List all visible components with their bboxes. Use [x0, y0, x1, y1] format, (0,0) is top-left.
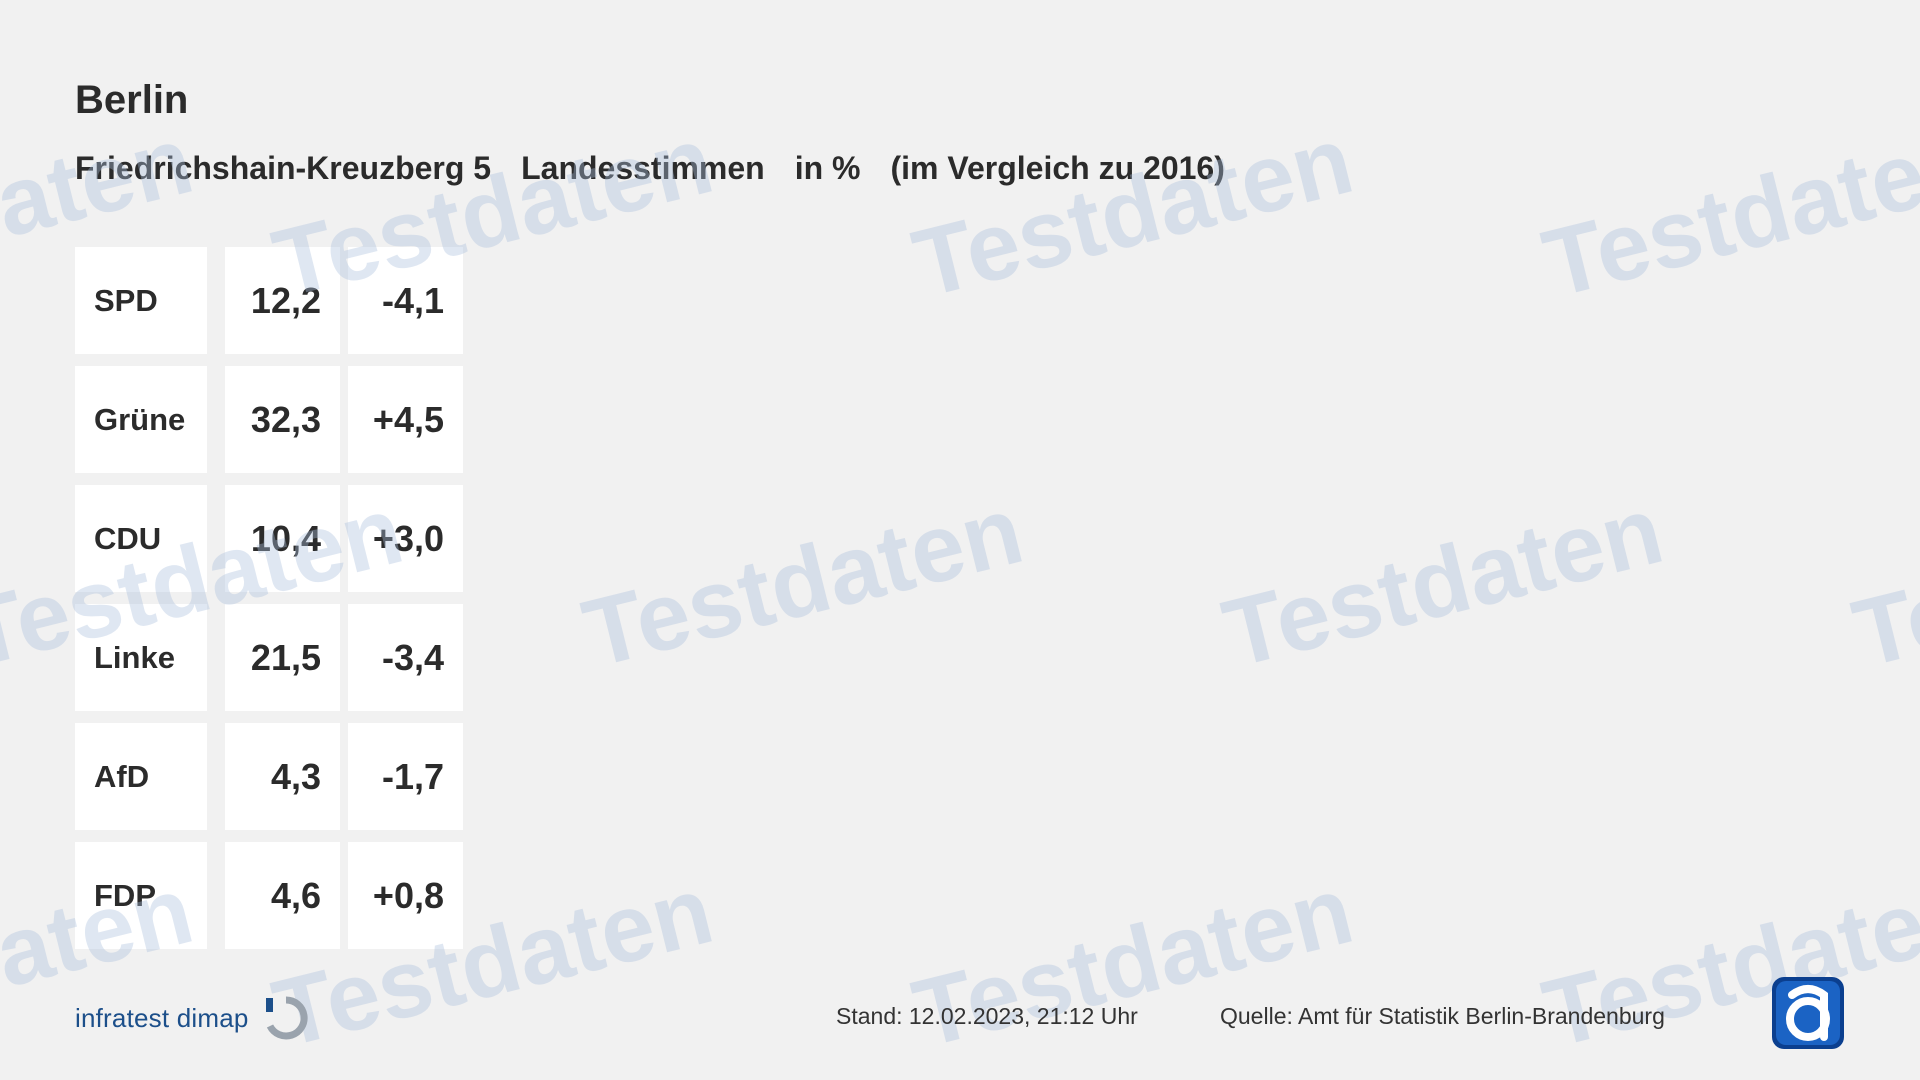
- diff-cell: -1,7: [348, 723, 463, 830]
- diff-cell: +4,5: [348, 366, 463, 473]
- value-cell: 4,6: [225, 842, 340, 949]
- infratest-dimap-logo-icon: [263, 995, 309, 1041]
- stand-timestamp: Stand: 12.02.2023, 21:12 Uhr: [836, 1003, 1138, 1029]
- watermark-text: Testdaten: [903, 106, 1363, 319]
- unit-label: in %: [794, 150, 861, 186]
- table-row: FDP 4,6 +0,8: [75, 842, 463, 949]
- party-cell: AfD: [75, 723, 207, 830]
- party-cell: SPD: [75, 247, 207, 354]
- source-label: Quelle: Amt für Statistik Berlin-Branden…: [1220, 1003, 1665, 1029]
- ard-app-icon: [1772, 977, 1844, 1049]
- subtitle: Friedrichshain-Kreuzberg 5 Landesstimmen…: [75, 150, 1255, 187]
- diff-cell: -4,1: [348, 247, 463, 354]
- watermark-text: Testdaten: [1533, 856, 1920, 1069]
- party-cell: CDU: [75, 485, 207, 592]
- logo-text: infratest dimap: [75, 1002, 249, 1033]
- table-row: SPD 12,2 -4,1: [75, 247, 463, 354]
- party-cell: Grüne: [75, 366, 207, 473]
- party-cell: FDP: [75, 842, 207, 949]
- watermark-text: Testdaten: [1533, 106, 1920, 319]
- infratest-dimap-logo: infratest dimap: [75, 995, 309, 1041]
- value-cell: 21,5: [225, 604, 340, 711]
- value-cell: 12,2: [225, 247, 340, 354]
- comparison-label: (im Vergleich zu 2016): [890, 150, 1225, 186]
- district-label: Friedrichshain-Kreuzberg 5: [75, 150, 492, 186]
- table-row: Grüne 32,3 +4,5: [75, 366, 463, 473]
- diff-cell: +3,0: [348, 485, 463, 592]
- vote-type-label: Landesstimmen: [521, 150, 765, 186]
- value-cell: 10,4: [225, 485, 340, 592]
- watermark-text: Testdaten: [903, 856, 1363, 1069]
- diff-cell: -3,4: [348, 604, 463, 711]
- table-row: Linke 21,5 -3,4: [75, 604, 463, 711]
- diff-cell: +0,8: [348, 842, 463, 949]
- watermark-text: Testdaten: [573, 476, 1033, 689]
- table-row: CDU 10,4 +3,0: [75, 485, 463, 592]
- value-cell: 32,3: [225, 366, 340, 473]
- page-title: Berlin: [75, 78, 189, 122]
- party-cell: Linke: [75, 604, 207, 711]
- results-table: SPD 12,2 -4,1 Grüne 32,3 +4,5 CDU 10,4 +…: [75, 247, 463, 961]
- value-cell: 4,3: [225, 723, 340, 830]
- watermark-text: Testdaten: [1843, 476, 1920, 689]
- watermark-text: Testdaten: [1213, 476, 1673, 689]
- table-row: AfD 4,3 -1,7: [75, 723, 463, 830]
